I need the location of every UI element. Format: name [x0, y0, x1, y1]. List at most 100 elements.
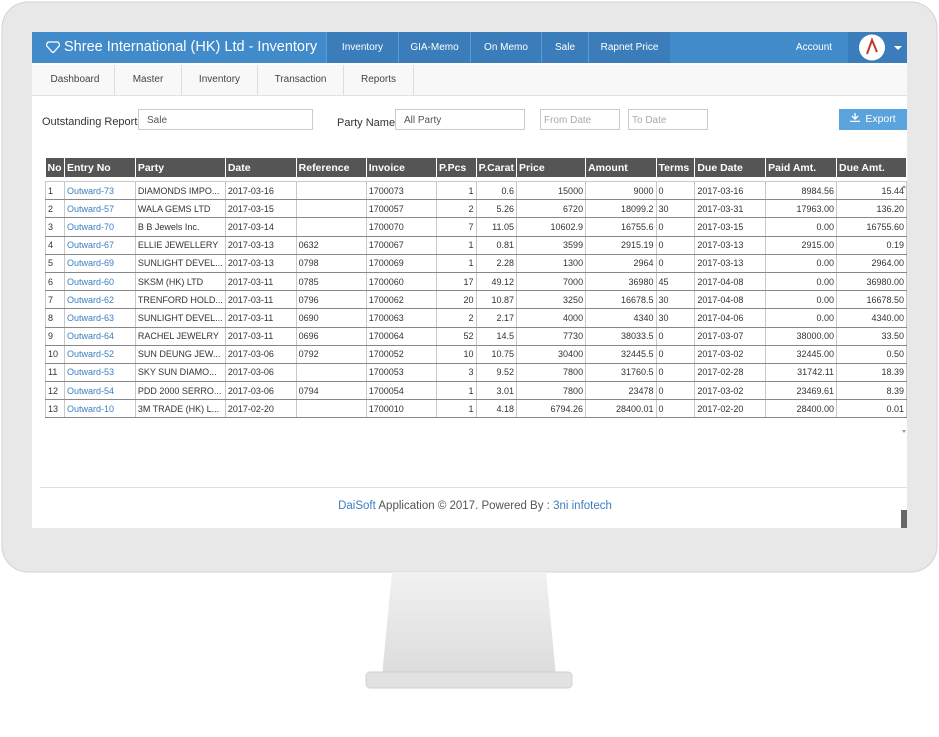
- report-value: Sale: [147, 115, 168, 126]
- table-cell: 7800: [515, 381, 587, 401]
- table-cell: 2964.00: [836, 253, 907, 273]
- nav-item[interactable]: Sale: [541, 32, 588, 63]
- footer-company[interactable]: 3ni infotech: [553, 500, 612, 512]
- table-cell: 18099.2: [585, 199, 657, 219]
- table-cell: 30: [655, 308, 696, 328]
- user-menu[interactable]: [848, 32, 907, 63]
- column-header[interactable]: Paid Amt.: [765, 158, 838, 177]
- column-header[interactable]: Entry No: [64, 158, 136, 177]
- table-cell: 2017-03-02: [694, 381, 767, 401]
- entry-link[interactable]: Outward-64: [66, 331, 114, 342]
- table-cell: [295, 180, 367, 201]
- entry-link[interactable]: Outward-62: [66, 294, 114, 305]
- table-cell: 2017-02-28: [694, 362, 767, 383]
- table-cell: 136.20: [836, 199, 907, 219]
- table-cell: 2017-03-15: [224, 199, 297, 219]
- column-header[interactable]: Due Amt.: [836, 158, 907, 177]
- column-header[interactable]: Date: [225, 158, 297, 177]
- entry-link[interactable]: Outward-10: [66, 403, 114, 414]
- to-date[interactable]: To Date: [628, 109, 708, 130]
- column-header[interactable]: Amount: [585, 158, 657, 177]
- column-header[interactable]: Party: [135, 158, 226, 177]
- table-row: 12 Outward-54 PDD 2000 SERRO... 2017-03-06 0…: [45, 381, 907, 401]
- entry-link[interactable]: Outward-53: [66, 367, 114, 378]
- column-header[interactable]: Due Date: [694, 158, 767, 177]
- table-cell: 0.00: [765, 271, 838, 292]
- table-cell: Outward-70: [63, 217, 136, 237]
- party-select[interactable]: All Party: [395, 109, 525, 130]
- table-cell: 0.00: [765, 308, 838, 328]
- table-cell: 2964: [585, 253, 657, 273]
- table-cell: 28400.00: [765, 399, 838, 419]
- table-cell: SUNLIGHT DEVEL...: [134, 253, 226, 273]
- table-cell: 9000: [585, 180, 657, 201]
- tab[interactable]: Inventory: [182, 65, 258, 95]
- table-cell: 3M TRADE (HK) L...: [134, 399, 226, 419]
- table-cell: 8984.56: [765, 180, 838, 201]
- report-select[interactable]: Sale: [138, 109, 313, 130]
- entry-link[interactable]: Outward-54: [66, 385, 114, 396]
- table-cell: 0690: [295, 308, 367, 328]
- column-header[interactable]: P.Carat: [476, 158, 517, 177]
- footer-brand[interactable]: DaiSoft: [338, 500, 376, 512]
- entry-link[interactable]: Outward-57: [66, 203, 114, 214]
- table-cell: 7000: [515, 271, 587, 292]
- entry-link[interactable]: Outward-52: [66, 349, 114, 360]
- entry-link[interactable]: Outward-73: [66, 185, 114, 196]
- nav-item[interactable]: On Memo: [470, 32, 541, 63]
- entry-link[interactable]: Outward-63: [66, 312, 114, 323]
- table-cell: 2915.19: [585, 235, 657, 255]
- tab[interactable]: Transaction: [258, 65, 344, 95]
- table-cell: [295, 199, 367, 219]
- table-cell: SUN DEUNG JEW...: [134, 344, 226, 364]
- export-button[interactable]: Export: [839, 109, 907, 130]
- column-header[interactable]: Terms: [656, 158, 696, 177]
- table-cell: 2: [436, 308, 477, 328]
- from-date[interactable]: From Date: [540, 109, 620, 130]
- table-cell: 32445.5: [585, 344, 657, 364]
- table-cell: 4340.00: [836, 308, 907, 328]
- nav-item[interactable]: Rapnet Price: [588, 32, 670, 63]
- screen: Shree International (HK) Ltd - Inventory…: [32, 32, 907, 528]
- tab[interactable]: Reports: [344, 65, 414, 95]
- brand[interactable]: Shree International (HK) Ltd - Inventory: [64, 39, 318, 55]
- nav-item[interactable]: Inventory: [326, 32, 398, 63]
- table-cell: 2017-04-08: [694, 271, 767, 292]
- table-cell: 2017-03-13: [224, 235, 297, 255]
- party-label: Party Name: [337, 117, 396, 129]
- nav-label: On Memo: [484, 42, 528, 53]
- entry-link[interactable]: Outward-70: [66, 221, 114, 232]
- table-cell: SKY SUN DIAMO...: [134, 362, 226, 383]
- table-cell: Outward-54: [63, 381, 136, 401]
- entry-link[interactable]: Outward-60: [66, 276, 114, 287]
- column-header[interactable]: Reference: [296, 158, 367, 177]
- column-header[interactable]: P.Pcs: [436, 158, 477, 177]
- column-header[interactable]: No: [45, 158, 65, 177]
- table-cell: 15.44: [836, 180, 907, 201]
- table-cell: 1300: [515, 253, 587, 273]
- nav-item[interactable]: GIA-Memo: [398, 32, 470, 63]
- table-cell: 38000.00: [765, 326, 838, 346]
- entry-link[interactable]: Outward-67: [66, 240, 114, 251]
- table-cell: 12: [45, 381, 65, 401]
- table-cell: 2017-03-31: [694, 199, 767, 219]
- table-cell: 10.75: [475, 344, 517, 364]
- table-cell: 16678.5: [585, 290, 657, 310]
- table-cell: Outward-57: [63, 199, 136, 219]
- tab[interactable]: Dashboard: [36, 65, 115, 95]
- table-cell: 0: [655, 399, 696, 419]
- table-cell: 0: [655, 180, 696, 201]
- table-cell: 1: [436, 381, 477, 401]
- table-cell: Outward-53: [63, 362, 136, 383]
- table-cell: 10.87: [475, 290, 517, 310]
- table-cell: 1700064: [365, 326, 438, 346]
- tab[interactable]: Master: [115, 65, 182, 95]
- column-header[interactable]: Invoice: [366, 158, 438, 177]
- table-cell: SUNLIGHT DEVEL...: [134, 308, 226, 328]
- account-menu[interactable]: Account: [780, 32, 848, 63]
- table-cell: 3: [436, 362, 477, 383]
- column-header[interactable]: Price: [516, 158, 587, 177]
- table-cell: [295, 362, 367, 383]
- entry-link[interactable]: Outward-69: [66, 258, 114, 269]
- header-row: No Entry No Party Date Reference Invoice P.Pcs…: [45, 158, 907, 177]
